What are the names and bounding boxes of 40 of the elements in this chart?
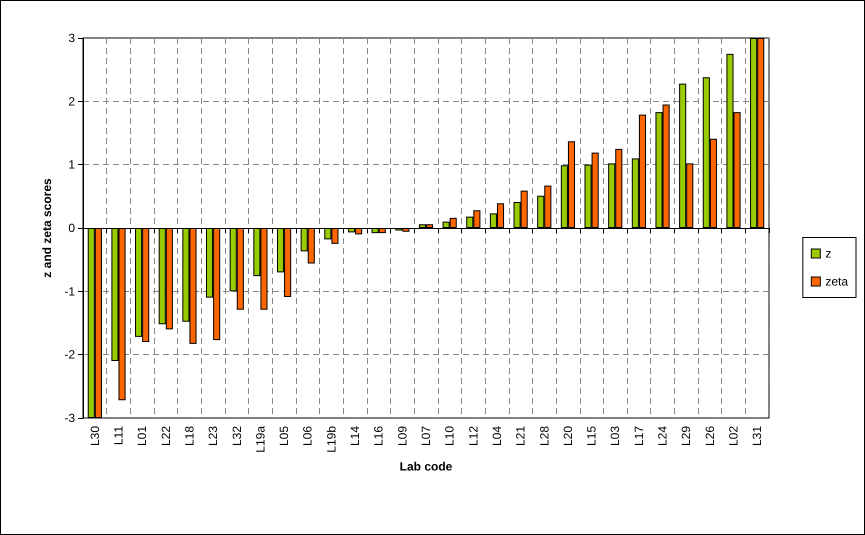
x-tick-label: L19a: [253, 426, 268, 453]
x-axis-title: Lab code: [400, 460, 453, 474]
x-tick-label: L26: [702, 426, 717, 446]
legend-label: z: [825, 246, 832, 260]
x-tick-label: L29: [679, 426, 694, 446]
x-tick-label: L20: [560, 426, 575, 446]
y-tick-label: 1: [68, 158, 76, 172]
x-tick-label: L07: [419, 426, 433, 446]
x-tick-label: L04: [490, 426, 504, 446]
legend-label: zeta: [825, 274, 848, 288]
x-tick-label: L14: [348, 426, 362, 446]
x-tick-label: L10: [442, 426, 457, 446]
x-tick-label: L24: [656, 426, 670, 446]
y-tick-label: 2: [68, 94, 76, 108]
x-tick-label: L06: [300, 426, 315, 446]
x-tick-label: L15: [584, 426, 599, 446]
x-tick-label: L22: [158, 426, 173, 446]
y-tick-label: 3: [68, 31, 76, 45]
x-tick-label: L01: [135, 426, 150, 446]
x-tick-label: L18: [182, 426, 196, 446]
y-tick-label: -2: [64, 348, 76, 362]
x-tick-label: L12: [466, 426, 480, 446]
x-tick-label: L21: [514, 426, 528, 446]
x-tick-label: L11: [111, 426, 126, 446]
x-tick-label: L28: [537, 426, 552, 446]
x-tick-label: L16: [372, 426, 386, 446]
x-tick-label: L30: [88, 426, 102, 446]
x-tick-label: L05: [277, 426, 292, 446]
y-tick-label: -3: [64, 411, 76, 425]
x-tick-label: L09: [395, 426, 410, 446]
x-tick-label: L31: [750, 426, 764, 446]
x-tick-label: L03: [608, 426, 622, 446]
x-tick-label: L17: [632, 426, 646, 446]
x-tick-label: L02: [726, 426, 741, 446]
x-tick-label: L19b: [324, 426, 338, 453]
y-tick-label: -1: [64, 284, 76, 298]
y-tick-label: 0: [68, 221, 76, 235]
x-tick-label: L23: [206, 426, 220, 446]
x-tick-label: L32: [230, 426, 244, 446]
y-axis-title: z and zeta scores: [40, 178, 54, 278]
